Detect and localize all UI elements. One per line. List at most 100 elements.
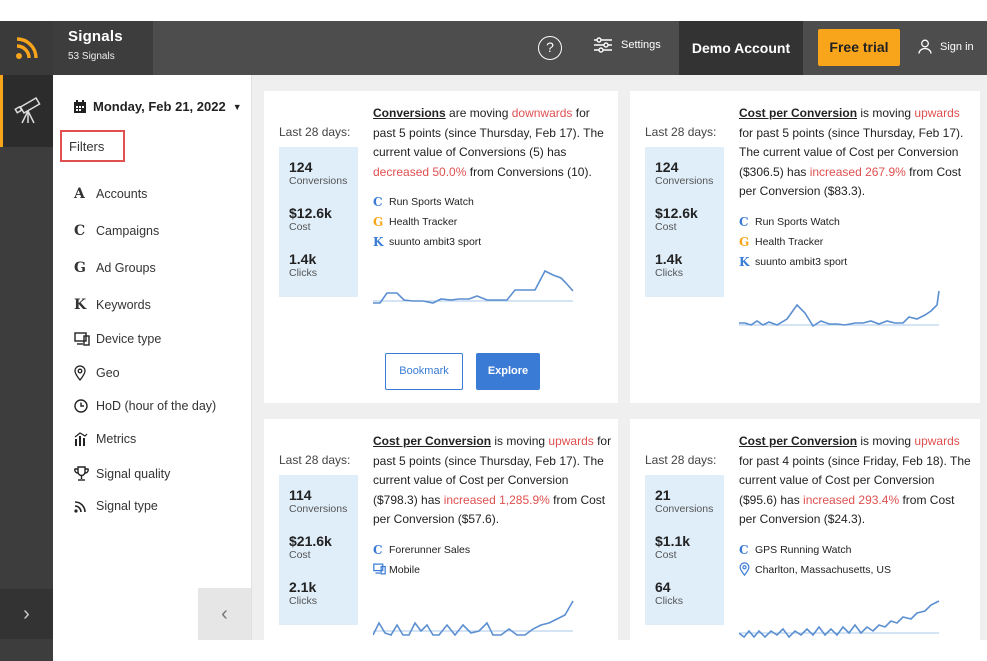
signal-card[interactable]: Last 28 days: 21 Conversions $1.1k Cost … bbox=[630, 419, 980, 640]
keyword-icon: K bbox=[373, 235, 384, 249]
date-picker[interactable]: Monday, Feb 21, 2022 ▼ bbox=[73, 99, 242, 114]
signal-card[interactable]: Last 28 days: 114 Conversions $21.6k Cos… bbox=[264, 419, 618, 640]
filter-label: Campaigns bbox=[96, 224, 160, 238]
help-button[interactable]: ? bbox=[538, 36, 562, 60]
campaign-icon: C bbox=[739, 543, 749, 557]
stats-box: 124 Conversions $12.6k Cost 1.4k Clicks bbox=[279, 147, 358, 297]
entity-item[interactable]: Mobile bbox=[373, 560, 470, 580]
filter-device-type[interactable]: Device type bbox=[74, 332, 161, 346]
filter-signal-quality[interactable]: Signal quality bbox=[74, 466, 170, 481]
keywords-icon: K bbox=[74, 297, 87, 313]
sparkline bbox=[739, 600, 940, 639]
message-text: for past 5 points (since Thursday, Feb 1… bbox=[739, 125, 964, 179]
stat-label: Conversions bbox=[655, 503, 714, 515]
app-title-box[interactable]: Signals 53 Signals bbox=[53, 21, 153, 75]
entity-list: C GPS Running Watch Charlton, Massachuset… bbox=[739, 540, 891, 580]
entity-list: C Forerunner Sales Mobile bbox=[373, 540, 470, 580]
demo-account-button[interactable]: Demo Account bbox=[679, 21, 803, 75]
collapse-panel-button[interactable]: ‹ bbox=[198, 588, 251, 640]
signal-card[interactable]: Last 28 days: 124 Conversions $12.6k Cos… bbox=[630, 91, 980, 403]
stat-value: $1.1k bbox=[655, 533, 691, 549]
period-label: Last 28 days: bbox=[645, 453, 717, 467]
stat-value: 64 bbox=[655, 579, 671, 595]
filter-accounts[interactable]: A Accounts bbox=[74, 186, 147, 202]
filters-heading[interactable]: Filters bbox=[60, 130, 125, 162]
entity-item[interactable]: G Health Tracker bbox=[373, 212, 481, 232]
entity-label: Health Tracker bbox=[389, 216, 458, 228]
stat-label: Clicks bbox=[289, 595, 317, 607]
direction: downwards bbox=[511, 106, 573, 120]
accounts-icon: A bbox=[74, 186, 85, 202]
entity-label: Mobile bbox=[389, 564, 420, 576]
top-bar: Signals 53 Signals ? Settings Demo Accou… bbox=[0, 21, 987, 75]
message-text: are moving bbox=[445, 106, 512, 120]
metric-link[interactable]: Cost per Conversion bbox=[739, 434, 858, 448]
campaign-icon: C bbox=[373, 195, 383, 209]
entity-item[interactable]: C Forerunner Sales bbox=[373, 540, 470, 560]
stat-label: Clicks bbox=[655, 595, 683, 607]
message-text: for past 4 points (since Friday, Feb 18)… bbox=[739, 453, 971, 507]
filter-signal-type[interactable]: Signal type bbox=[74, 499, 158, 513]
sign-in-button[interactable]: Sign in bbox=[918, 39, 974, 54]
metric-link[interactable]: Cost per Conversion bbox=[373, 434, 492, 448]
filter-label: Device type bbox=[96, 332, 162, 346]
ad-groups-icon: G bbox=[74, 260, 86, 276]
stat-value: $21.6k bbox=[289, 533, 332, 549]
entity-item[interactable]: G Health Tracker bbox=[739, 232, 847, 252]
entity-item[interactable]: Charlton, Massachusetts, US bbox=[739, 560, 891, 580]
expand-rail-button[interactable]: › bbox=[0, 589, 53, 639]
direction: upwards bbox=[914, 434, 960, 448]
explore-button[interactable]: Explore bbox=[476, 353, 540, 390]
metric-link[interactable]: Cost per Conversion bbox=[739, 106, 858, 120]
message-text: for past 5 points (since Thursday, Feb 1… bbox=[373, 434, 612, 507]
stat-value: 1.4k bbox=[289, 251, 317, 267]
metric-link[interactable]: Conversions bbox=[373, 106, 446, 120]
stat-label: Cost bbox=[289, 549, 311, 561]
entity-label: GPS Running Watch bbox=[755, 544, 852, 556]
filter-hod[interactable]: HoD (hour of the day) bbox=[74, 399, 216, 413]
date-label: Monday, Feb 21, 2022 bbox=[93, 99, 226, 114]
message-text: is moving bbox=[857, 434, 915, 448]
rss-logo-icon[interactable] bbox=[0, 21, 53, 75]
ad-group-icon: G bbox=[739, 235, 750, 249]
filter-label: Metrics bbox=[96, 432, 137, 446]
stat-label: Conversions bbox=[655, 175, 714, 187]
filter-keywords[interactable]: K Keywords bbox=[74, 297, 151, 313]
sliders-icon bbox=[594, 37, 612, 53]
entity-item[interactable]: C Run Sports Watch bbox=[373, 192, 481, 212]
stat-value: $12.6k bbox=[289, 205, 332, 221]
message-text: is moving bbox=[491, 434, 549, 448]
trophy-icon bbox=[74, 466, 94, 481]
stats-box: 21 Conversions $1.1k Cost 64 Clicks bbox=[645, 475, 724, 625]
campaigns-icon: C bbox=[74, 223, 86, 239]
settings-button[interactable]: Settings bbox=[593, 37, 661, 53]
clock-icon bbox=[74, 399, 94, 413]
sparkline bbox=[739, 290, 940, 328]
signal-message: Cost per Conversion is moving upwards fo… bbox=[739, 104, 975, 202]
change-value: increased 293.4% bbox=[803, 492, 900, 507]
keyword-icon: K bbox=[739, 255, 750, 269]
stats-box: 114 Conversions $21.6k Cost 2.1k Clicks bbox=[279, 475, 358, 625]
direction: upwards bbox=[914, 106, 960, 120]
period-label: Last 28 days: bbox=[645, 125, 717, 139]
message-text: from Cost per Conversion ($83.3). bbox=[739, 164, 962, 199]
stat-value: 21 bbox=[655, 487, 671, 503]
change-value: increased 267.9% bbox=[809, 164, 906, 179]
campaign-icon: C bbox=[373, 543, 383, 557]
free-trial-button[interactable]: Free trial bbox=[818, 29, 900, 66]
stats-box: 124 Conversions $12.6k Cost 1.4k Clicks bbox=[645, 147, 724, 297]
filter-geo[interactable]: Geo bbox=[74, 365, 120, 381]
entity-item[interactable]: C Run Sports Watch bbox=[739, 212, 847, 232]
filter-metrics[interactable]: Metrics bbox=[74, 432, 136, 446]
filter-campaigns[interactable]: C Campaigns bbox=[74, 223, 159, 239]
stat-label: Conversions bbox=[289, 175, 348, 187]
bookmark-button[interactable]: Bookmark bbox=[385, 353, 463, 390]
signal-message: Cost per Conversion is moving upwards fo… bbox=[373, 432, 613, 530]
signal-card[interactable]: Last 28 days: 124 Conversions $12.6k Cos… bbox=[264, 91, 618, 403]
telescope-icon[interactable] bbox=[0, 75, 53, 147]
entity-item[interactable]: C GPS Running Watch bbox=[739, 540, 891, 560]
geo-pin-icon bbox=[74, 365, 94, 381]
filter-ad-groups[interactable]: G Ad Groups bbox=[74, 260, 156, 276]
